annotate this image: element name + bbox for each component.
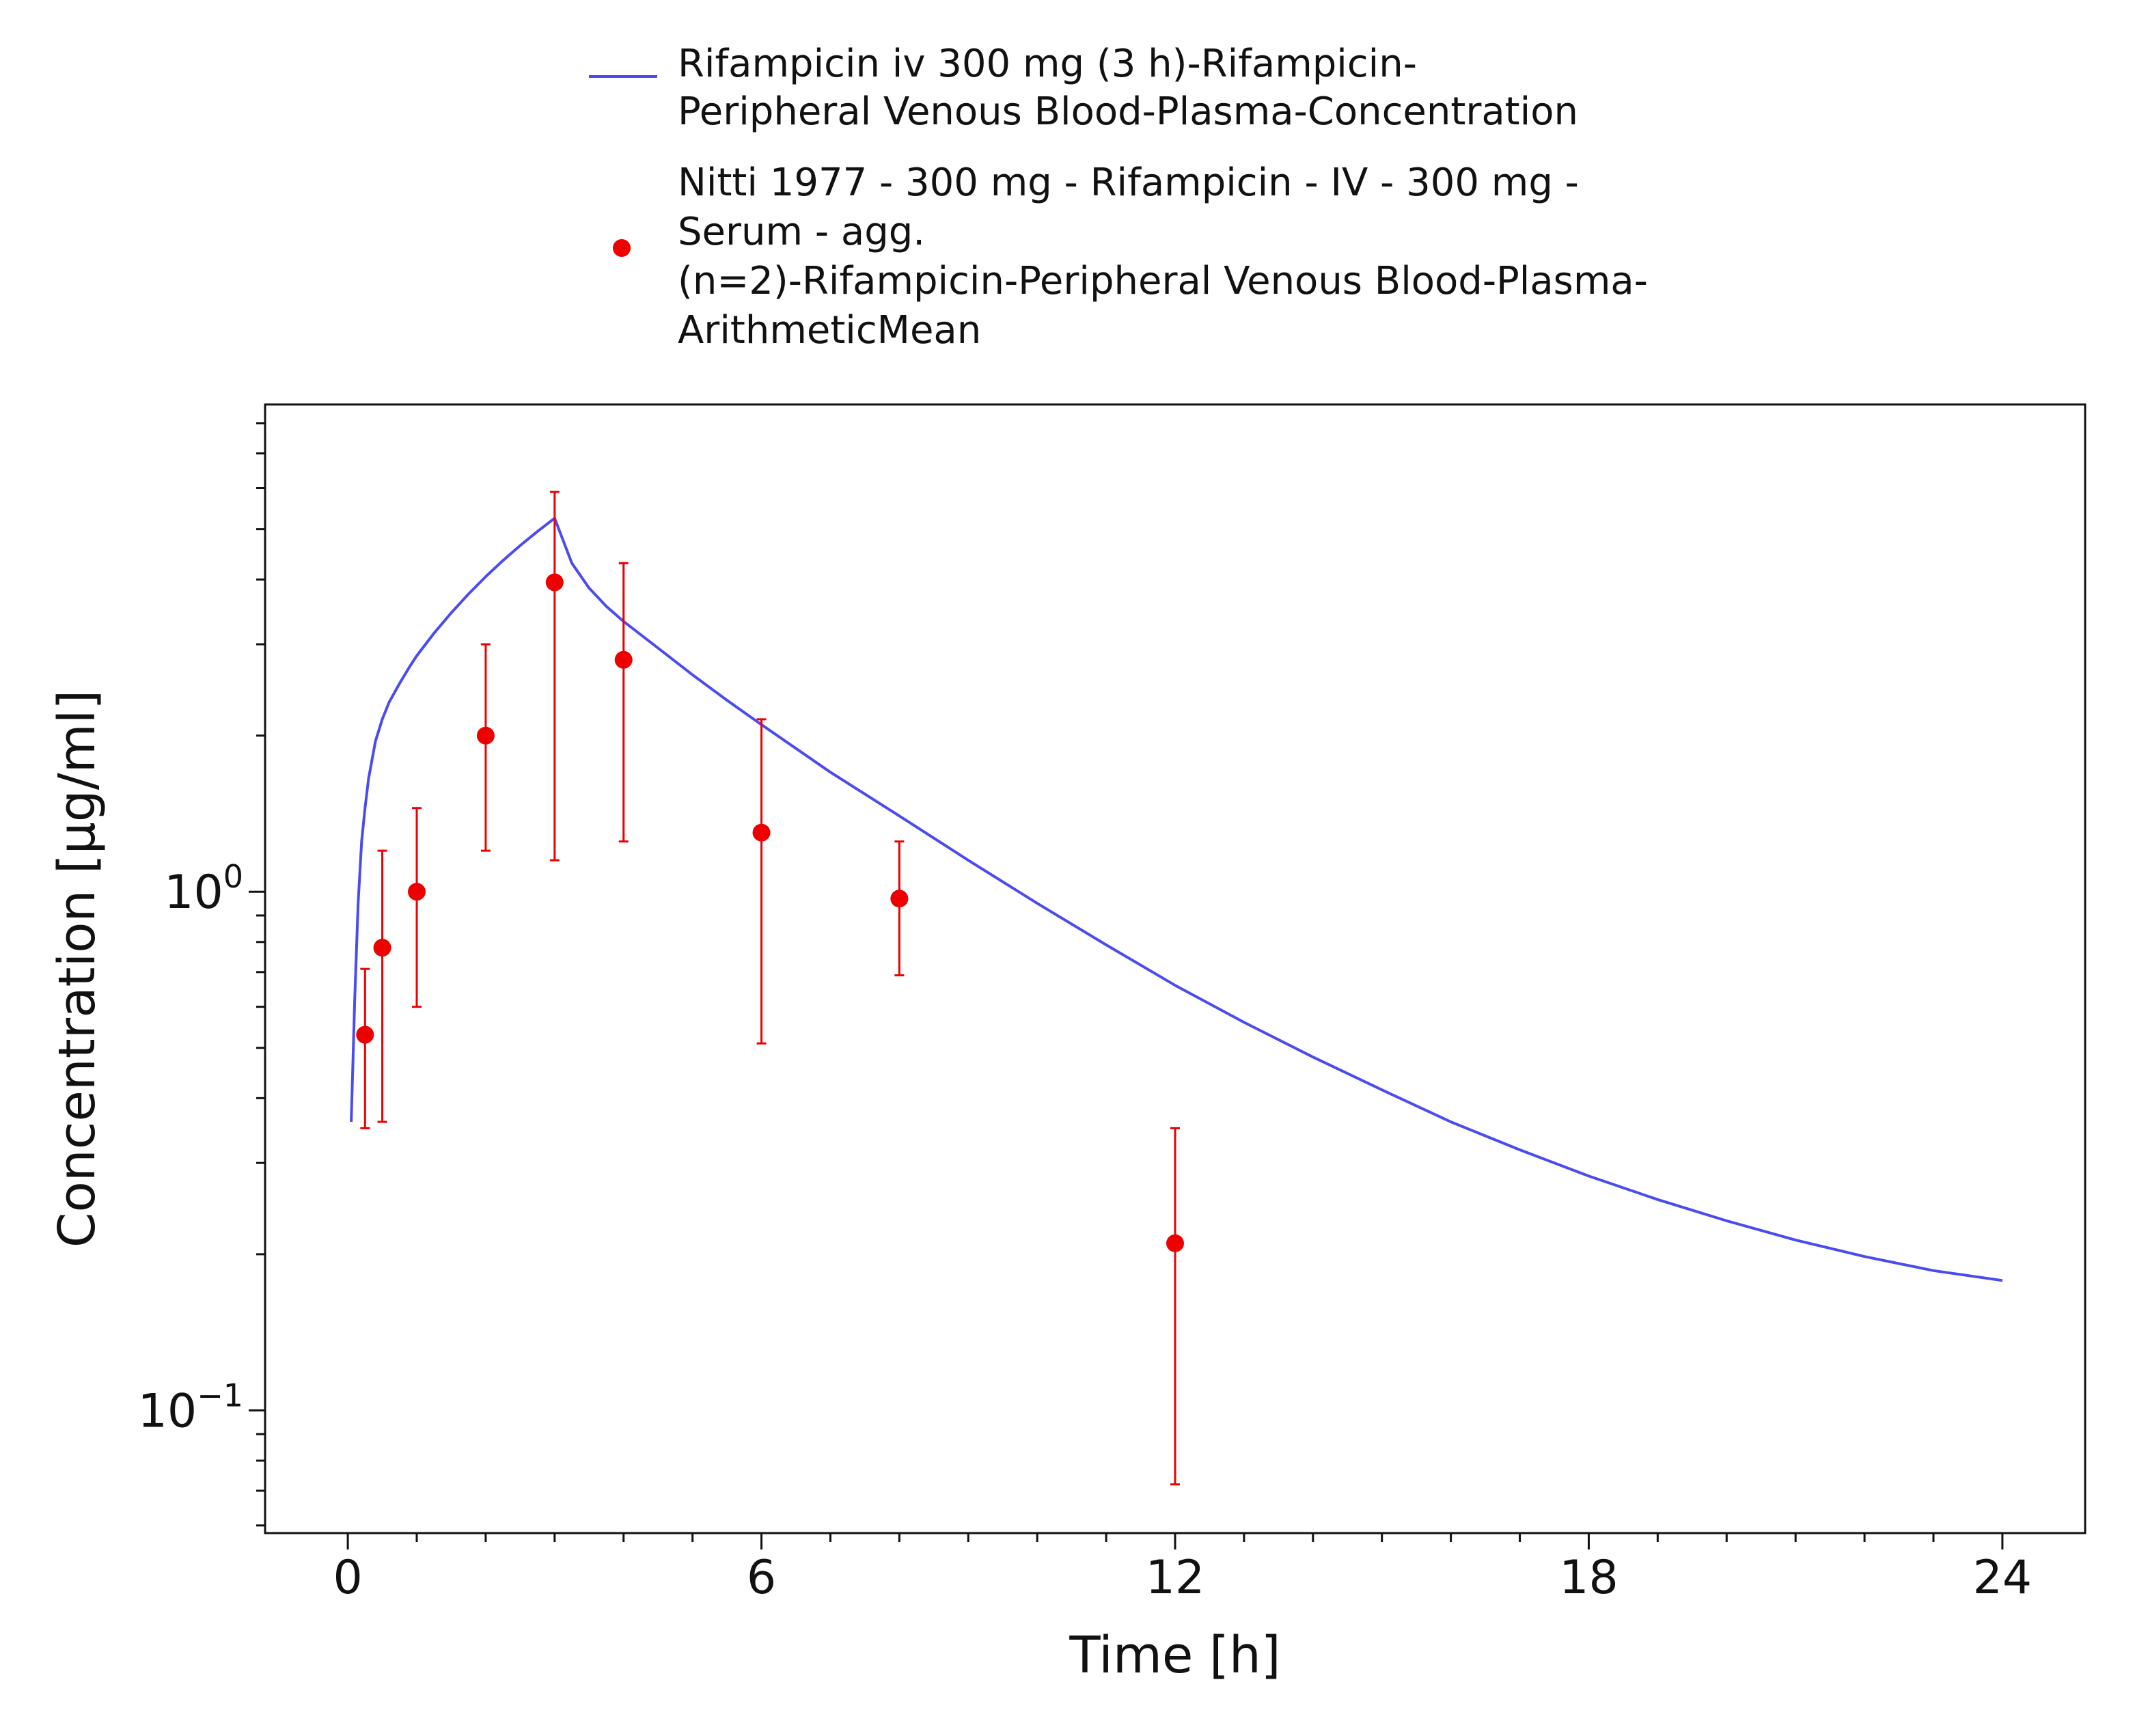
x-tick-label-0: 0 (333, 1551, 362, 1605)
observed-series (356, 491, 1184, 1486)
y-tick-label-1-base: 10 (164, 866, 223, 920)
data-point-5 (614, 650, 633, 669)
y-tick-label-0.1-base: 10 (138, 1384, 197, 1438)
data-point-6 (752, 823, 771, 842)
y-axis (249, 422, 265, 1527)
x-axis-title: Time [h] (1069, 1626, 1280, 1685)
x-tick-label-12: 12 (1146, 1551, 1205, 1605)
legend-marker-label-1: Nitti 1977 - 300 mg - Rifampicin - IV - … (678, 161, 1579, 205)
legend-marker-label-4: ArithmeticMean (678, 308, 981, 353)
y-tick-label-0.1: 10−1 (138, 1377, 243, 1438)
data-point-3 (476, 726, 495, 745)
legend-marker-label-3: (n=2)-Rifampicin-Peripheral Venous Blood… (678, 259, 1648, 303)
legend-line-label-2: Peripheral Venous Blood-Plasma-Concentra… (678, 89, 1578, 134)
y-tick-label-1-exp: 0 (223, 858, 243, 895)
simulation-series (350, 516, 2003, 1282)
legend: Rifampicin iv 300 mg (3 h)-Rifampicin- P… (589, 42, 1648, 353)
x-axis (346, 1533, 2004, 1549)
y-tick-label-1: 100 (164, 858, 243, 920)
legend-marker-label-2: Serum - agg. (678, 210, 925, 254)
x-tick-label-6: 6 (747, 1551, 776, 1605)
data-point-0 (356, 1025, 374, 1044)
x-tick-label-18: 18 (1559, 1551, 1619, 1605)
x-tick-label-24: 24 (1973, 1551, 2033, 1605)
data-point-1 (373, 939, 391, 957)
data-point-2 (408, 883, 426, 901)
data-point-8 (1166, 1234, 1184, 1252)
simulation-line (350, 516, 2003, 1282)
y-tick-label-0.1-exp: −1 (197, 1377, 243, 1414)
legend-marker-swatch (613, 239, 631, 257)
data-point-4 (545, 573, 564, 592)
legend-line-label-1: Rifampicin iv 300 mg (3 h)-Rifampicin- (678, 42, 1417, 86)
data-point-7 (890, 890, 909, 908)
y-axis-title: Concentration [µg/ml] (48, 690, 107, 1248)
